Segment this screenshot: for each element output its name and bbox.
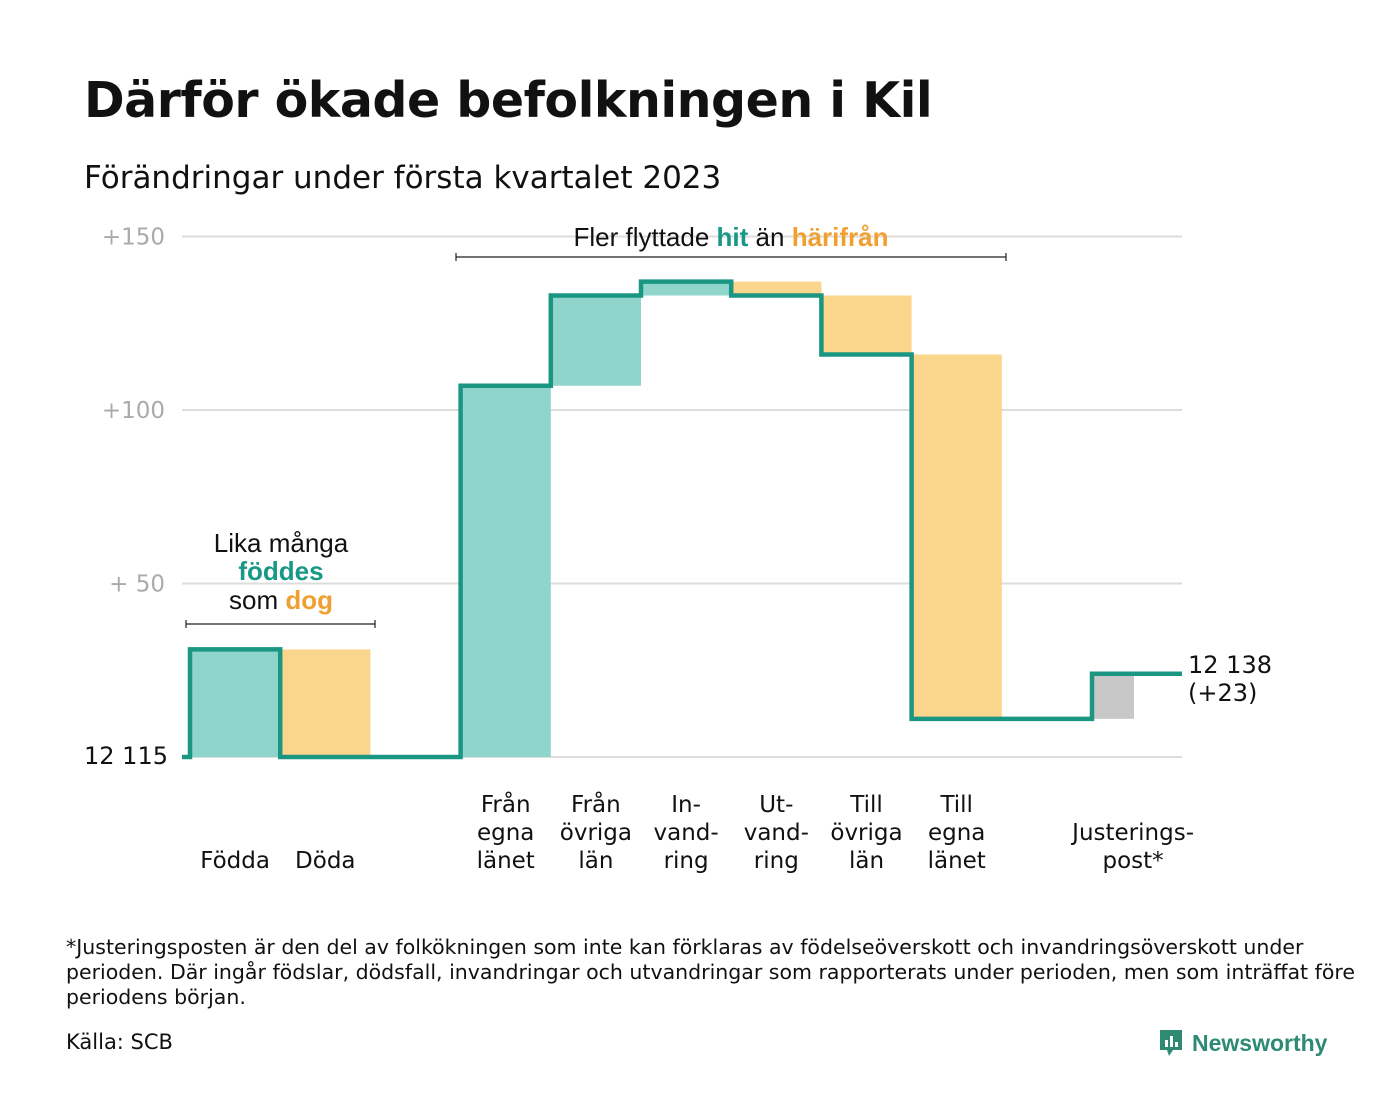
category-label-6-0: Ut- [759, 792, 793, 818]
birth-annotation-line2: föddes [238, 556, 323, 586]
category-label-4-0: Från [571, 790, 621, 818]
moving-annotation-hit: hit [717, 222, 749, 252]
category-label-7-1: övriga [830, 820, 902, 846]
source-label: Källa: SCB [66, 1030, 173, 1054]
category-label-4-2: län [578, 848, 613, 874]
category-label-0-0: Födda [200, 848, 270, 874]
bar-7 [821, 295, 912, 355]
category-label-layer: Födda DödaFrånegnalänetFrånövrigalänIn-va… [200, 790, 1194, 874]
moving-bracket [455, 253, 1007, 261]
category-label-8-1: egna [928, 820, 985, 846]
category-label-5-1: vand- [654, 820, 719, 846]
end-value-label: 12 138 (+23) [1188, 651, 1280, 707]
category-label-7-0: Till [849, 792, 883, 818]
newsworthy-logo-icon [1160, 1030, 1182, 1056]
category-label-5-0: In- [671, 792, 701, 818]
bar-1 [280, 649, 371, 757]
birth-annotation-line3-prefix: som [229, 585, 285, 615]
moving-annotation: Fler flyttade hit än härifrån [573, 222, 888, 252]
bar-5 [641, 281, 732, 296]
y-tick-label-1: +100 [102, 398, 165, 424]
category-label-6-2: ring [754, 848, 799, 874]
birth-bracket [185, 620, 376, 628]
bar-8 [911, 354, 1002, 719]
moving-annotation-harifran: härifrån [792, 222, 889, 252]
birth-annotation: Lika många föddes som dog [214, 528, 349, 615]
brand-name: Newsworthy [1192, 1029, 1328, 1056]
bar-10 [1092, 673, 1134, 719]
category-label-10-0: Justerings- [1070, 820, 1194, 846]
category-label-1-0: Döda [295, 848, 355, 874]
bar-6 [731, 281, 822, 296]
category-label-8-2: länet [928, 848, 986, 874]
y-tick-label-0: +150 [102, 225, 165, 251]
brand-logo[interactable]: Newsworthy [1158, 1028, 1327, 1058]
bar-layer [190, 281, 1134, 757]
bar-3 [460, 385, 551, 757]
moving-annotation-prefix: Fler flyttade [573, 222, 716, 252]
birth-annotation-line1: Lika många [214, 528, 349, 558]
y-tick-label-2: + 50 [109, 572, 165, 598]
waterfall-chart: +150+100+ 50 Födda DödaFrånegnalänetFrånö… [84, 222, 1280, 874]
category-label-7-2: län [849, 848, 884, 874]
start-value-label: 12 115 [84, 742, 168, 770]
birth-annotation-line3: som dog [229, 585, 333, 615]
category-label-10-1: post* [1103, 848, 1164, 874]
bar-0 [190, 649, 281, 757]
end-value-label-line1: 12 138 [1188, 651, 1272, 679]
birth-annotation-line3-accent: dog [285, 585, 333, 615]
footnote: *Justeringsposten är den del av folkökni… [66, 935, 1355, 1009]
category-label-4-1: övriga [560, 820, 632, 846]
category-label-3-0: Från [481, 790, 531, 818]
category-label-3-2: länet [477, 848, 535, 874]
chart-subtitle: Förändringar under första kvartalet 2023 [84, 160, 722, 196]
end-value-label-line2: (+23) [1188, 679, 1257, 707]
bar-4 [550, 295, 641, 386]
category-label-8-0: Till [939, 792, 973, 818]
category-label-6-1: vand- [744, 820, 809, 846]
cumulative-step-line [182, 279, 1182, 760]
chart-title: Därför ökade befolkningen i Kil [84, 72, 933, 129]
category-label-3-1: egna [477, 820, 534, 846]
moving-annotation-middle: än [748, 222, 791, 252]
category-label-5-2: ring [664, 848, 709, 874]
